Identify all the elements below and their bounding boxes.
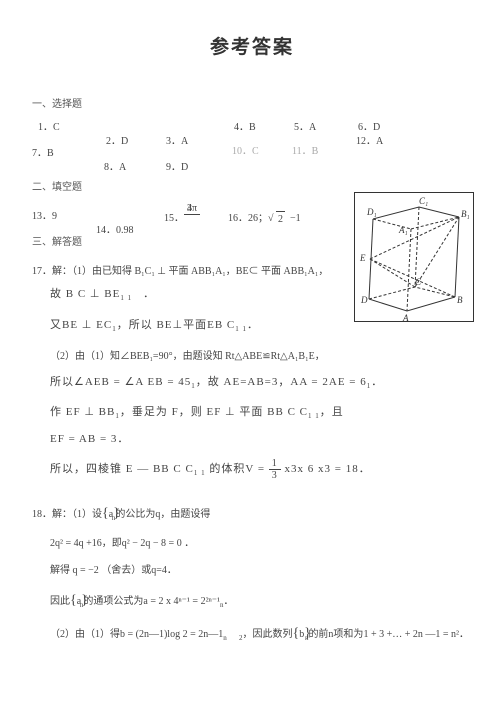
q17-l7f: ．: [359, 463, 371, 475]
q17-l6t: ．: [117, 433, 129, 445]
q17-l1-sub: 1 1: [120, 294, 143, 302]
q18-l1: 2q² = 4q +16，即q² − 2q − 8 = 0 ．: [50, 536, 472, 551]
q17-l6: EF = AB = 3．: [50, 431, 472, 448]
q17-l4a: 所以: [50, 376, 74, 388]
q17-l1b: B C ⊥ BE: [66, 288, 121, 300]
q17-l5f: ，且: [320, 406, 344, 418]
q18-l4f: ．: [459, 629, 469, 640]
q17-frac-n: 1: [269, 458, 281, 470]
q17-l2b: BE ⊥ EC: [62, 319, 112, 331]
mc-9: 9．D: [166, 160, 188, 175]
label-B1: B₁: [461, 209, 470, 219]
q17-l5: 作 EF ⊥ BB1，垂足为 F，则 EF ⊥ 平面 BB C C1 1，且: [50, 404, 472, 422]
label-E: E: [359, 253, 366, 263]
q17-frac-d: 3: [269, 470, 281, 481]
q17-l7: 所以，四棱锥 E — BB C C1 1 的体积V = 13 x3x 6 x3 …: [50, 458, 472, 481]
q17-l2a: 又: [50, 319, 62, 331]
q17-l7e: x3x 6 x3 = 18: [285, 463, 359, 475]
mc-3: 3．A: [166, 134, 188, 149]
q17-l1a: 故: [50, 288, 62, 300]
q18-l4b: b = (2n—1)log 2 = 2n—1: [120, 629, 223, 640]
section-mc-heading: 一、选择题: [32, 97, 472, 112]
q18-l3: 因此{a}n的通项公式为a = 2 x 4ⁿ⁻¹ = 2²ⁿ⁻¹n．: [50, 590, 472, 611]
q17-l7b: E — BB C C: [126, 463, 194, 475]
q18-l3a: 因此: [50, 596, 70, 607]
q17-l4b: ∠AEB = ∠A EB = 45: [74, 376, 191, 388]
label-D: D: [360, 295, 368, 305]
q18-l4a: （2）由（1）得: [50, 629, 120, 640]
mc-6: 6．D: [358, 120, 380, 135]
page-title: 参考答案: [32, 34, 472, 63]
fill-14: 14．0.98: [96, 223, 134, 238]
q18-head-b: 的公比为q，由题设得: [115, 509, 210, 520]
mc-2: 2．D: [106, 134, 128, 149]
mc-12: 12．A: [356, 134, 383, 149]
fill-13: 13．9: [32, 209, 57, 224]
q18-l4c: ，因此数列: [242, 629, 292, 640]
q17-l7c: 的体积: [209, 463, 245, 475]
mc-1: 1．C: [38, 120, 60, 135]
fill-16-radicand: 2: [276, 211, 285, 227]
label-A: A: [402, 313, 409, 323]
fill-16-lead: 16．26；: [228, 211, 268, 226]
label-B: B: [457, 295, 463, 305]
label-C: C: [415, 277, 422, 287]
q17-l5a: 作: [50, 406, 62, 418]
prism-diagram: D₁ C₁ B₁ A₁ E D C B A: [354, 192, 474, 322]
mc-11: 11．B: [292, 144, 318, 159]
q17-l4d: AA = 2AE = 6: [290, 376, 366, 388]
q17-l4: 所以∠AEB = ∠A EB = 451，故 AE=AB=3，AA = 2AE …: [50, 374, 472, 392]
mc-4: 4．B: [234, 120, 256, 135]
q18-l2: 解得 q = −2 （舍去）或q=4．: [50, 563, 472, 578]
q17-frac: 13: [269, 458, 281, 481]
q17-l4c: ，故 AE=AB=3，: [196, 376, 291, 388]
q17-l5e: BB C C: [267, 406, 308, 418]
q18-l4e: 1 + 3 +… + 2n —1 = n²: [363, 629, 459, 640]
q17-l6b: EF = AB = 3: [50, 433, 117, 445]
q17-l5c: ，垂足为 F，则: [120, 406, 203, 418]
q17-l4e: ．: [371, 376, 383, 388]
mc-8: 8．A: [104, 160, 126, 175]
q17-l5b: EF ⊥ BB: [66, 406, 116, 418]
q18-l3b: 的通项公式为: [83, 596, 143, 607]
mc-5: 5．A: [294, 120, 316, 135]
q18-head-a: 18．解：（1）设: [32, 509, 102, 520]
label-C1: C₁: [419, 196, 428, 206]
q17-l2c: ，所以 BE⊥平面: [117, 319, 207, 331]
q17-l1c: ．: [143, 288, 155, 300]
q18-l3c: a = 2 x 4ⁿ⁻¹ = 2²ⁿ⁻¹: [143, 596, 220, 607]
mc-7: 7．B: [32, 146, 54, 161]
label-D1: D₁: [366, 207, 377, 217]
fill-15-lead: 15．: [164, 211, 184, 226]
q17-l7a: 所以，四棱锥: [50, 463, 122, 475]
q18-head: 18．解：（1）设{a}n的公比为q，由题设得: [32, 503, 472, 524]
q17-l2d: EB C: [207, 319, 235, 331]
q18-l4: （2）由（1）得b = (2n—1)log 2 = 2n—1n 2，因此数列{b…: [50, 623, 472, 644]
q17-l3: （2）由（1）知∠BEB₁=90°，由题设知 Rt△ABE≌Rt△A₁B₁E，: [50, 349, 472, 364]
fill-15-den: 4: [184, 203, 195, 214]
mc-10: 10．C: [232, 144, 259, 159]
q17-l5d: EF ⊥ 平面: [206, 406, 263, 418]
multiple-choice-answers: 1．C 2．D 3．A 4．B 5．A 6．D 7．B 8．A 9．D 10．C…: [32, 120, 472, 176]
q18-l3d: ．: [224, 596, 234, 607]
prism-svg: D₁ C₁ B₁ A₁ E D C B A: [355, 193, 475, 323]
fill-16-tail: −1: [290, 211, 301, 226]
q18-l4d: 的前n项和为: [308, 629, 363, 640]
label-A1: A₁: [398, 225, 408, 235]
q17-l7d: V =: [245, 463, 265, 475]
q17-l2e: ．: [247, 319, 259, 331]
